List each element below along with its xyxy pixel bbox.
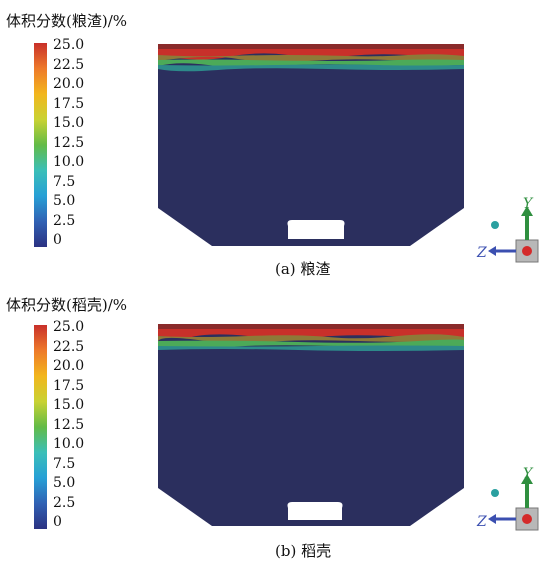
volume-fraction-contour [158, 324, 464, 526]
y-axis-arrowhead [521, 206, 533, 216]
colorbar-tick-label: 12.5 [53, 134, 85, 151]
band-low [158, 64, 464, 72]
colorbar-tick-label: 12.5 [53, 416, 85, 433]
colorbar-tick-labels: 25.0 22.5 20.0 17.5 15.0 12.5 10.0 7.5 5.0 2.5 0 [53, 320, 103, 530]
colorbar-tick-label: 22.5 [53, 56, 85, 73]
colorbar-title: 体积分数(粮渣)/% [6, 12, 128, 30]
coordinate-triad [488, 206, 539, 263]
colorbar-tick-label: 10.0 [53, 436, 85, 452]
colorbar-tick-label: 0 [53, 514, 62, 530]
panel-caption: (a) 粮渣 [275, 260, 331, 278]
band-low [158, 345, 464, 351]
domain-background [158, 324, 464, 526]
colorbar-tick-label: 5.0 [53, 475, 76, 491]
colorbar-tick-label: 7.5 [53, 173, 76, 190]
y-axis-label: Y [523, 196, 533, 212]
band-top-edge [158, 324, 464, 330]
colorbar-tick-label: 7.5 [53, 455, 76, 472]
colorbar-tick-label: 15.0 [53, 397, 85, 413]
colorbar-tick-label: 2.5 [53, 212, 76, 229]
colorbar-tick-label: 20.0 [53, 76, 85, 92]
colorbar-tick-label: 10.0 [53, 154, 85, 170]
panel-a: 体积分数(粮渣)/% 25.0 22.5 20.0 17.5 15.0 12.5 10.0 7… [6, 12, 539, 278]
colorbar-title: 体积分数(稻壳)/% [6, 296, 128, 314]
colorbar-tick-label: 17.5 [53, 95, 85, 112]
band-top-edge [158, 44, 464, 50]
colorbar-tick-labels: 25.0 22.5 20.0 17.5 15.0 12.5 10.0 7.5 5.0 2.5 0 [53, 38, 103, 248]
volume-fraction-contour [158, 44, 464, 246]
panel-b: 体积分数(稻壳)/% 25.0 22.5 20.0 17.5 15.0 12.5 10.0 7… [0, 290, 540, 560]
colorbar-tick-label: 2.5 [53, 494, 76, 511]
outlet-opening [287, 220, 345, 239]
origin-marker-icon [522, 246, 532, 256]
colorbar [34, 43, 47, 247]
z-axis-label: Z [477, 245, 487, 261]
colorbar-tick-label: 17.5 [53, 377, 85, 394]
coordinate-triad [488, 474, 539, 531]
band-high [158, 329, 464, 339]
z-axis-label: Z [477, 514, 487, 530]
outlet-opening [287, 502, 343, 520]
panel-caption: (b) 稻壳 [275, 542, 332, 560]
domain-background [158, 44, 464, 246]
y-axis-label: Y [523, 466, 533, 482]
z-axis-arrowhead [488, 514, 496, 524]
colorbar-tick-label: 20.0 [53, 358, 85, 374]
colorbar-tick-label: 25.0 [53, 319, 85, 335]
band-mid-high [158, 54, 464, 63]
colorbar [34, 325, 47, 529]
colorbar-tick-label: 5.0 [53, 193, 76, 209]
colorbar-tick-label: 25.0 [53, 37, 85, 53]
triad-sphere-icon [491, 221, 499, 229]
colorbar-tick-label: 22.5 [53, 338, 85, 355]
colorbar-tick-label: 15.0 [53, 115, 85, 131]
band-high [158, 49, 464, 60]
colorbar-tick-label: 0 [53, 232, 62, 248]
y-axis-arrowhead [521, 474, 533, 484]
z-axis-arrowhead [488, 246, 496, 256]
origin-marker-icon [522, 514, 532, 524]
triad-sphere-icon [491, 489, 499, 497]
